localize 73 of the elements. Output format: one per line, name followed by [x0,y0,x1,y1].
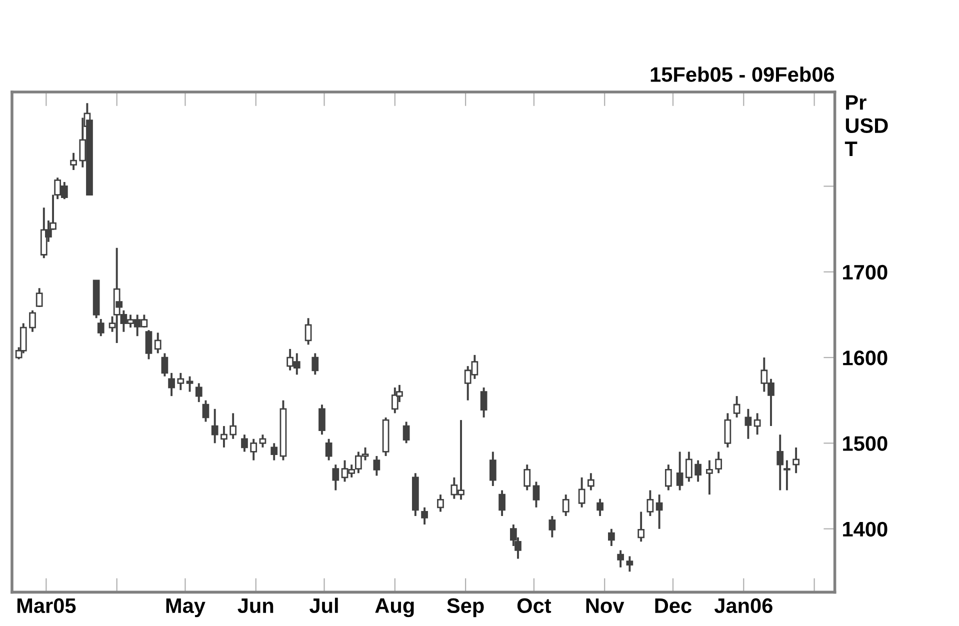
candlestick [195,382,202,404]
candlestick [70,152,77,171]
candlestick [733,395,740,418]
y-axis-title: Pr USD T [844,95,888,156]
candlestick [480,386,488,418]
candlestick [646,489,654,517]
candlestick [694,459,702,483]
candlestick [437,494,444,513]
x-tick-label: Oct [517,598,552,614]
candlestick [715,450,722,474]
candlestick [29,309,36,333]
candlestick [202,399,210,423]
x-tick-label: Sep [447,598,484,618]
x-tick-label: Mar05 [17,598,76,614]
candlestick [532,480,540,508]
candlestick [220,425,228,448]
y-tick-label: 1700 [843,264,888,280]
x-tick-label: Aug [375,598,414,618]
chart-title: 15Feb05 - 09Feb06 [650,66,834,82]
candlestick [211,408,218,444]
candlestick [270,442,278,462]
x-tick-label: Nov [586,598,624,614]
candlestick [97,318,104,338]
candlestick [676,450,684,492]
candlestick [548,514,556,538]
candlestick [498,489,506,517]
candlestick [656,494,663,530]
candlestick [686,450,692,483]
y-tick-label: 1400 [843,522,888,537]
candlestick [318,404,326,436]
candlestick [578,476,586,508]
candlestick [792,446,800,474]
x-tick-label: Jul [310,598,338,614]
candlestick [177,372,184,392]
candlestick [608,528,615,547]
candlestick [489,450,496,487]
candlestick [706,459,713,496]
candlestick [304,317,312,346]
candlestick [776,434,784,492]
x-tick-label: Dec [655,598,692,614]
x-tick-label: Jan06 [714,598,772,614]
candlestick [587,472,594,492]
candlestick [754,412,761,436]
candlestick [312,352,319,376]
candlestick [230,412,237,440]
candlestick [168,372,175,398]
candlestick [744,408,752,440]
candlestick [325,438,332,462]
candlestick [241,434,248,453]
x-tick-label: May [166,598,206,618]
candlestick [186,375,194,393]
candlestick [638,510,644,543]
candlestick [421,506,428,526]
candlestick [402,420,410,444]
candlestick [664,464,672,492]
candlestick [161,352,168,378]
candlestick [154,332,162,354]
candlestick [596,498,604,517]
candlestick [36,287,43,308]
candlestick [784,459,790,492]
candlestick [250,438,258,462]
y-tick-label: 1500 [843,436,888,451]
candlestick [617,549,624,568]
candlestick [332,464,340,492]
candlestick [626,555,634,573]
candlestick [373,455,380,477]
candlestick [724,412,732,448]
x-tick-label: Jun [238,598,274,614]
y-tick-label: 1600 [843,350,888,366]
candlestick [259,434,266,448]
candlestick [562,494,570,517]
candlestick [524,464,531,492]
candlestick [145,329,152,360]
